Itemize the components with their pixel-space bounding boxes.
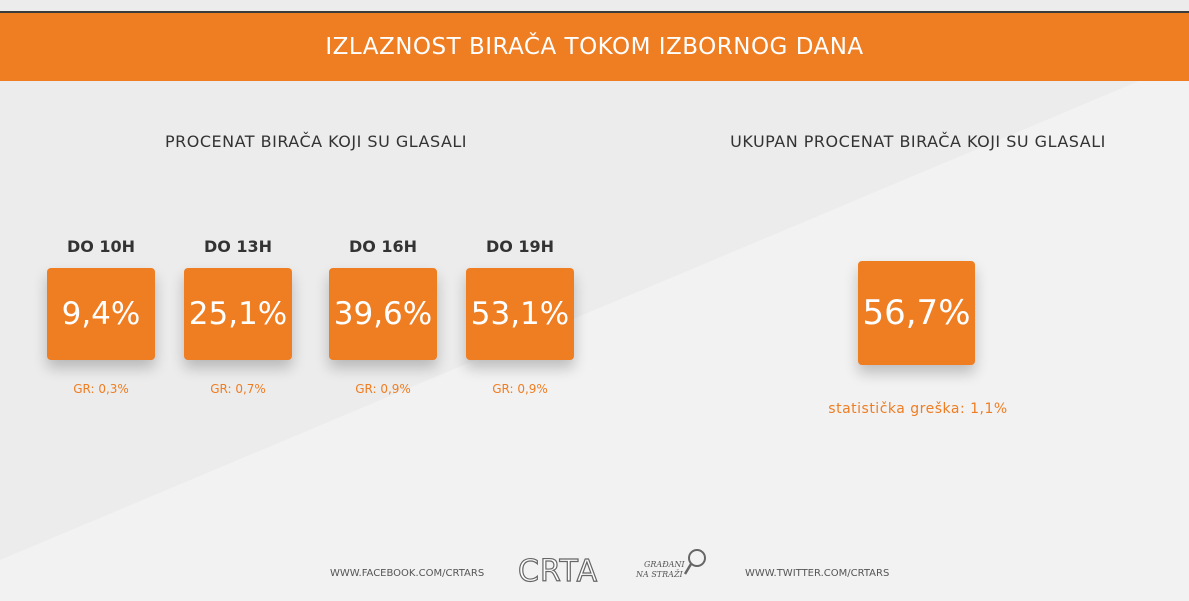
left-heading: PROCENAT BIRAČA KOJI SU GLASALI — [164, 132, 468, 151]
error-label: GR: 0,7% — [210, 382, 266, 396]
time-label: DO 13H — [203, 237, 273, 256]
error-label: GR: 0,9% — [492, 382, 548, 396]
turnout-value: 25,1% — [184, 268, 292, 360]
error-label: GR: 0,3% — [73, 382, 129, 396]
turnout-value: 39,6% — [329, 268, 437, 360]
time-label: DO 16H — [348, 237, 418, 256]
logo: CRTA — [517, 553, 599, 589]
turnout-value: 53,1% — [466, 268, 574, 360]
top-line — [0, 11, 1189, 13]
header-title: IZLAZNOST BIRAČA TOKOM IZBORNOG DANA — [0, 13, 1189, 81]
magnifier-icon — [683, 549, 706, 575]
twitter-link: WWW.TWITTER.COM/CRTARS — [745, 568, 890, 579]
slogan-line: NA STRAŽI — [636, 570, 683, 579]
time-label: DO 19H — [485, 237, 555, 256]
total-value: 56,7% — [858, 261, 975, 365]
slogan: GRAĐANI NA STRAŽI — [636, 560, 685, 580]
error-label: GR: 0,9% — [355, 382, 411, 396]
right-heading: UKUPAN PROCENAT BIRAČA KOJI SU GLASALI — [730, 132, 1106, 151]
total-error: statistička greška: 1,1% — [828, 401, 1008, 417]
facebook-link: WWW.FACEBOOK.COM/CRTARS — [330, 568, 485, 579]
turnout-value: 9,4% — [47, 268, 155, 360]
time-label: DO 10H — [66, 237, 136, 256]
slogan-line: GRAĐANI — [644, 560, 685, 569]
